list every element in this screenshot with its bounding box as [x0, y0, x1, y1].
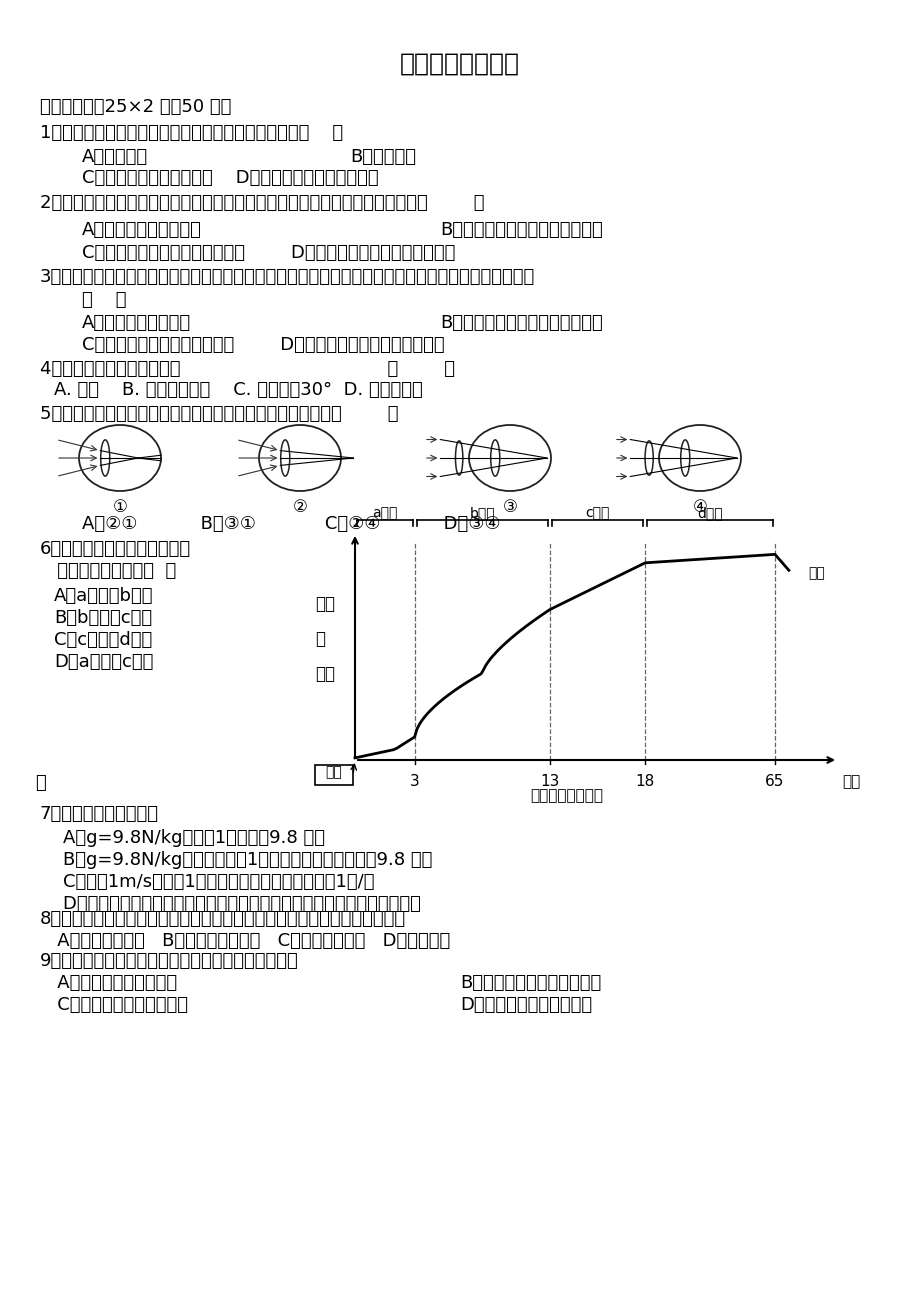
Text: 新初二科学测试卷: 新初二科学测试卷	[400, 52, 519, 76]
Text: 1、要使胡琴发出的声音的音调变高，应采取的方法是（    ）: 1、要使胡琴发出的声音的音调变高，应采取的方法是（ ）	[40, 124, 343, 142]
Text: a时期: a时期	[372, 506, 397, 519]
Text: C、增加发声部分弦的长度    D、用一根粗弦代替原来的弦: C、增加发声部分弦的长度 D、用一根粗弦代替原来的弦	[82, 169, 379, 187]
Text: 年龄: 年龄	[841, 773, 859, 789]
Text: D、物体受到的力越大，运动速度越大，物体的惯性和通过的路程也就越大: D、物体受到的力越大，运动速度越大，物体的惯性和通过的路程也就越大	[40, 894, 420, 913]
Text: 8、一物体同时受两个力的作用，这两个力的三要素完全相同，那么这两个力: 8、一物体同时受两个力的作用，这两个力的三要素完全相同，那么这两个力	[40, 910, 405, 928]
Text: c时期: c时期	[584, 506, 609, 519]
Text: A、g=9.8N/kg，表示1千克等于9.8 牛顿: A、g=9.8N/kg，表示1千克等于9.8 牛顿	[40, 829, 324, 848]
Text: 13: 13	[539, 773, 559, 789]
Text: A、火箭起飞时加速升空: A、火箭起飞时加速升空	[40, 974, 177, 992]
Text: 出生: 出生	[325, 766, 342, 779]
Text: 7、下列说法正确的是：: 7、下列说法正确的是：	[40, 805, 159, 823]
Text: 生长的时期分别是（  ）: 生长的时期分别是（ ）	[40, 562, 176, 579]
Text: ①: ①	[112, 497, 128, 516]
Text: d时期: d时期	[697, 506, 722, 519]
Text: C、电铃的声音比原来更加响亮        D、不见电铃振动，但能听到声音: C、电铃的声音比原来更加响亮 D、不见电铃振动，但能听到声音	[82, 336, 444, 354]
Text: C、篮球被抛起后竖直上升: C、篮球被抛起后竖直上升	[40, 996, 187, 1014]
Text: ③: ③	[502, 497, 516, 516]
Text: 2、阳光下盛开着一朵鲜红的月季花，你看到的月季花之所以是红色的，是因为（        ）: 2、阳光下盛开着一朵鲜红的月季花，你看到的月季花之所以是红色的，是因为（ ）	[40, 194, 484, 212]
Text: 18: 18	[635, 773, 654, 789]
Text: B、b时期和c时期: B、b时期和c时期	[54, 609, 152, 628]
Text: A、②①           B、③①            C、②④           D、③④: A、②① B、③① C、②④ D、③④	[82, 516, 500, 533]
Text: B、放松弦线: B、放松弦线	[349, 148, 415, 165]
Text: b时期: b时期	[470, 506, 494, 519]
Text: D、汽车减速驶下一段斜坡: D、汽车减速驶下一段斜坡	[460, 996, 592, 1014]
Text: 5、图中的四幅图，分别表示近视眼成像情况和矫正做法的是（        ）: 5、图中的四幅图，分别表示近视眼成像情况和矫正做法的是（ ）	[40, 405, 398, 423]
Text: A. 赤道    B. 南、北回归线    C. 南、北纬30°  D. 南、北极圈: A. 赤道 B. 南、北回归线 C. 南、北纬30° D. 南、北极圈	[54, 381, 423, 398]
Text: 65: 65	[765, 773, 784, 789]
Text: A、拉紧弦线: A、拉紧弦线	[82, 148, 148, 165]
Text: B、g=9.8N/kg，表示质量为1千克的物体受到的重力是9.8 牛顿: B、g=9.8N/kg，表示质量为1千克的物体受到的重力是9.8 牛顿	[40, 852, 432, 868]
Text: B、月季花瓣能反射阳光中的红光: B、月季花瓣能反射阳光中的红光	[439, 221, 602, 240]
Text: B、只见电铃振动，但听不到声音: B、只见电铃振动，但听不到声音	[439, 314, 602, 332]
Text: ④: ④	[692, 497, 707, 516]
Text: ②: ②	[292, 497, 307, 516]
Text: D、a时期和c时期: D、a时期和c时期	[54, 654, 153, 671]
Text: A、电铃的振动停止了: A、电铃的振动停止了	[82, 314, 191, 332]
Text: C、c时期和d时期: C、c时期和d时期	[54, 631, 152, 648]
Text: A、月季花瓣能发出红光: A、月季花瓣能发出红光	[82, 221, 201, 240]
Text: 体重: 体重	[314, 595, 335, 613]
Text: 身高: 身高	[314, 665, 335, 684]
Text: 4、一年中太阳直射一次的是                                    （        ）: 4、一年中太阳直射一次的是 （ ）	[40, 359, 455, 378]
Text: C、月季花瓣能吸收阳光中的红光        D、月季花瓣能把各色光变为红光: C、月季花瓣能吸收阳光中的红光 D、月季花瓣能把各色光变为红光	[82, 243, 455, 262]
Text: 人类的生长曲线图: 人类的生长曲线图	[530, 788, 603, 803]
Text: 9、下列过程中，物体的重力势能增加、动能减小的是: 9、下列过程中，物体的重力势能增加、动能减小的是	[40, 952, 299, 970]
Text: 一、选择题（25×2 分＝50 分）: 一、选择题（25×2 分＝50 分）	[40, 98, 231, 116]
Text: （    ）: （ ）	[82, 292, 127, 309]
Text: B、跳伞员打开伞后匀速下降: B、跳伞员打开伞后匀速下降	[460, 974, 601, 992]
Text: 6、据图所知，人在一生中快速: 6、据图所知，人在一生中快速	[40, 540, 191, 559]
Text: 死亡: 死亡	[808, 566, 824, 579]
Text: A、a时期和b时期: A、a时期和b时期	[54, 587, 153, 605]
Text: 和: 和	[314, 630, 324, 648]
Text: C、速度1m/s，表示1秒的时间内物体通过的路程为1米/秒: C、速度1m/s，表示1秒的时间内物体通过的路程为1米/秒	[40, 874, 374, 891]
Text: 3: 3	[410, 773, 419, 789]
Text: 、: 、	[35, 773, 46, 792]
Text: A、肯定是平衡力   B、肯定不是平衡力   C、可能是平衡力   D、无法确定: A、肯定是平衡力 B、肯定不是平衡力 C、可能是平衡力 D、无法确定	[40, 932, 449, 950]
Text: 3、一只电铃放置在玻璃罩内，接通电路，电铃发出声音，当用抽气机把玻璃罩中的空气抽掉时，将发生: 3、一只电铃放置在玻璃罩内，接通电路，电铃发出声音，当用抽气机把玻璃罩中的空气抽…	[40, 268, 535, 286]
